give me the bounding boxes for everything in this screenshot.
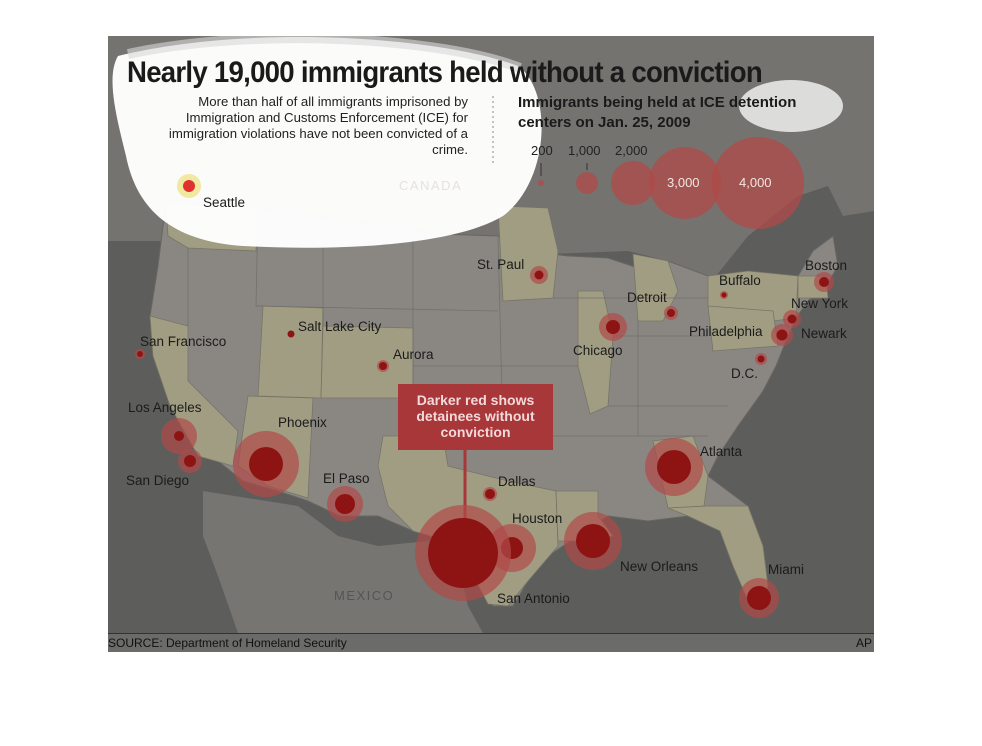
legend-label-3000: 3,000 <box>667 175 700 190</box>
state-michigan <box>632 253 679 322</box>
footer: SOURCE: Department of Homeland Security … <box>108 633 874 652</box>
city-label-miami: Miami <box>768 562 804 577</box>
legend-title: Immigrants being held at ICE detention c… <box>518 94 797 131</box>
legend-circle-4000 <box>712 137 804 229</box>
legend-label-2000: 2,000 <box>615 143 648 158</box>
city-label-el-paso: El Paso <box>323 471 370 486</box>
circle-el-paso <box>327 486 363 522</box>
white-brush-header <box>112 37 542 248</box>
state-california <box>149 315 239 467</box>
circle-san-antonio <box>415 505 511 601</box>
circle-phoenix <box>233 431 299 497</box>
page-subtitle: More than half of all immigrants impriso… <box>168 94 468 157</box>
mexico-landmass <box>203 491 483 633</box>
circle-los-angeles <box>161 418 197 454</box>
city-label-dallas: Dallas <box>498 474 536 489</box>
legend-circle-2000 <box>611 161 655 205</box>
source-note: SOURCE: Department of Homeland Security <box>108 636 347 650</box>
city-label-buffalo: Buffalo <box>719 273 761 288</box>
city-label-san-antonio: San Antonio <box>497 591 570 606</box>
city-label-seattle: Seattle <box>203 195 246 210</box>
city-label-detroit: Detroit <box>627 290 667 305</box>
city-label-new-orleans: New Orleans <box>620 559 699 574</box>
city-label-boston: Boston <box>805 258 848 273</box>
circle-salt-lake-city <box>287 330 295 338</box>
city-label-san-francisco: San Francisco <box>140 334 227 349</box>
page-title: Nearly 19,000 immigrants held without a … <box>127 56 763 89</box>
city-label-philadelphia: Philadelphia <box>689 324 763 339</box>
legend-circle-1000 <box>576 172 598 194</box>
ice-detention-map-graphic: Nearly 19,000 immigrants held without a … <box>108 36 874 652</box>
circle-san-francisco <box>135 349 145 359</box>
circle-buffalo <box>720 291 728 299</box>
country-label-canada: CANADA <box>399 178 463 193</box>
city-label-los-angeles: Los Angeles <box>128 400 202 415</box>
city-label-st-paul: St. Paul <box>477 257 525 272</box>
circle-newark <box>771 324 793 346</box>
white-brush-legend <box>739 80 843 132</box>
credit-ap: AP <box>855 636 872 650</box>
legend-label-1000: 1,000 <box>568 143 601 158</box>
circle-new-york <box>783 310 801 328</box>
brush-rim <box>126 36 522 73</box>
city-label-newark: Newark <box>801 326 847 341</box>
city-label-houston: Houston <box>512 511 563 526</box>
city-circles <box>135 174 834 618</box>
legend-label-4000: 4,000 <box>739 175 772 190</box>
circle-seattle <box>177 174 201 198</box>
circle-boston <box>814 272 834 292</box>
state-pennsylvania <box>707 305 779 352</box>
city-label-san-diego: San Diego <box>126 473 190 488</box>
legend-circle-3000 <box>649 147 721 219</box>
legend-circles <box>538 137 804 229</box>
circle-dallas <box>483 487 497 501</box>
city-label-aurora: Aurora <box>393 347 434 362</box>
country-label-mexico: MEXICO <box>334 588 395 603</box>
city-label-chicago: Chicago <box>573 343 623 358</box>
circle-atlanta <box>645 438 703 496</box>
city-label-new-york: New York <box>791 296 849 311</box>
circle-dc <box>755 353 767 365</box>
callout-box: Darker red shows detainees without convi… <box>398 384 553 450</box>
circle-aurora <box>377 360 389 372</box>
legend-label-200: 200 <box>531 143 553 158</box>
circle-miami <box>739 578 779 618</box>
city-label-phoenix: Phoenix <box>278 415 327 430</box>
circle-san-diego <box>178 449 202 473</box>
city-label-dc: D.C. <box>731 366 758 381</box>
city-label-salt-lake-city: Salt Lake City <box>298 319 382 334</box>
city-label-atlanta: Atlanta <box>700 444 743 459</box>
circle-chicago <box>599 313 627 341</box>
circle-detroit <box>664 306 678 320</box>
legend-circle-200 <box>538 180 544 186</box>
circle-st-paul <box>530 266 548 284</box>
circle-new-orleans <box>564 512 622 570</box>
